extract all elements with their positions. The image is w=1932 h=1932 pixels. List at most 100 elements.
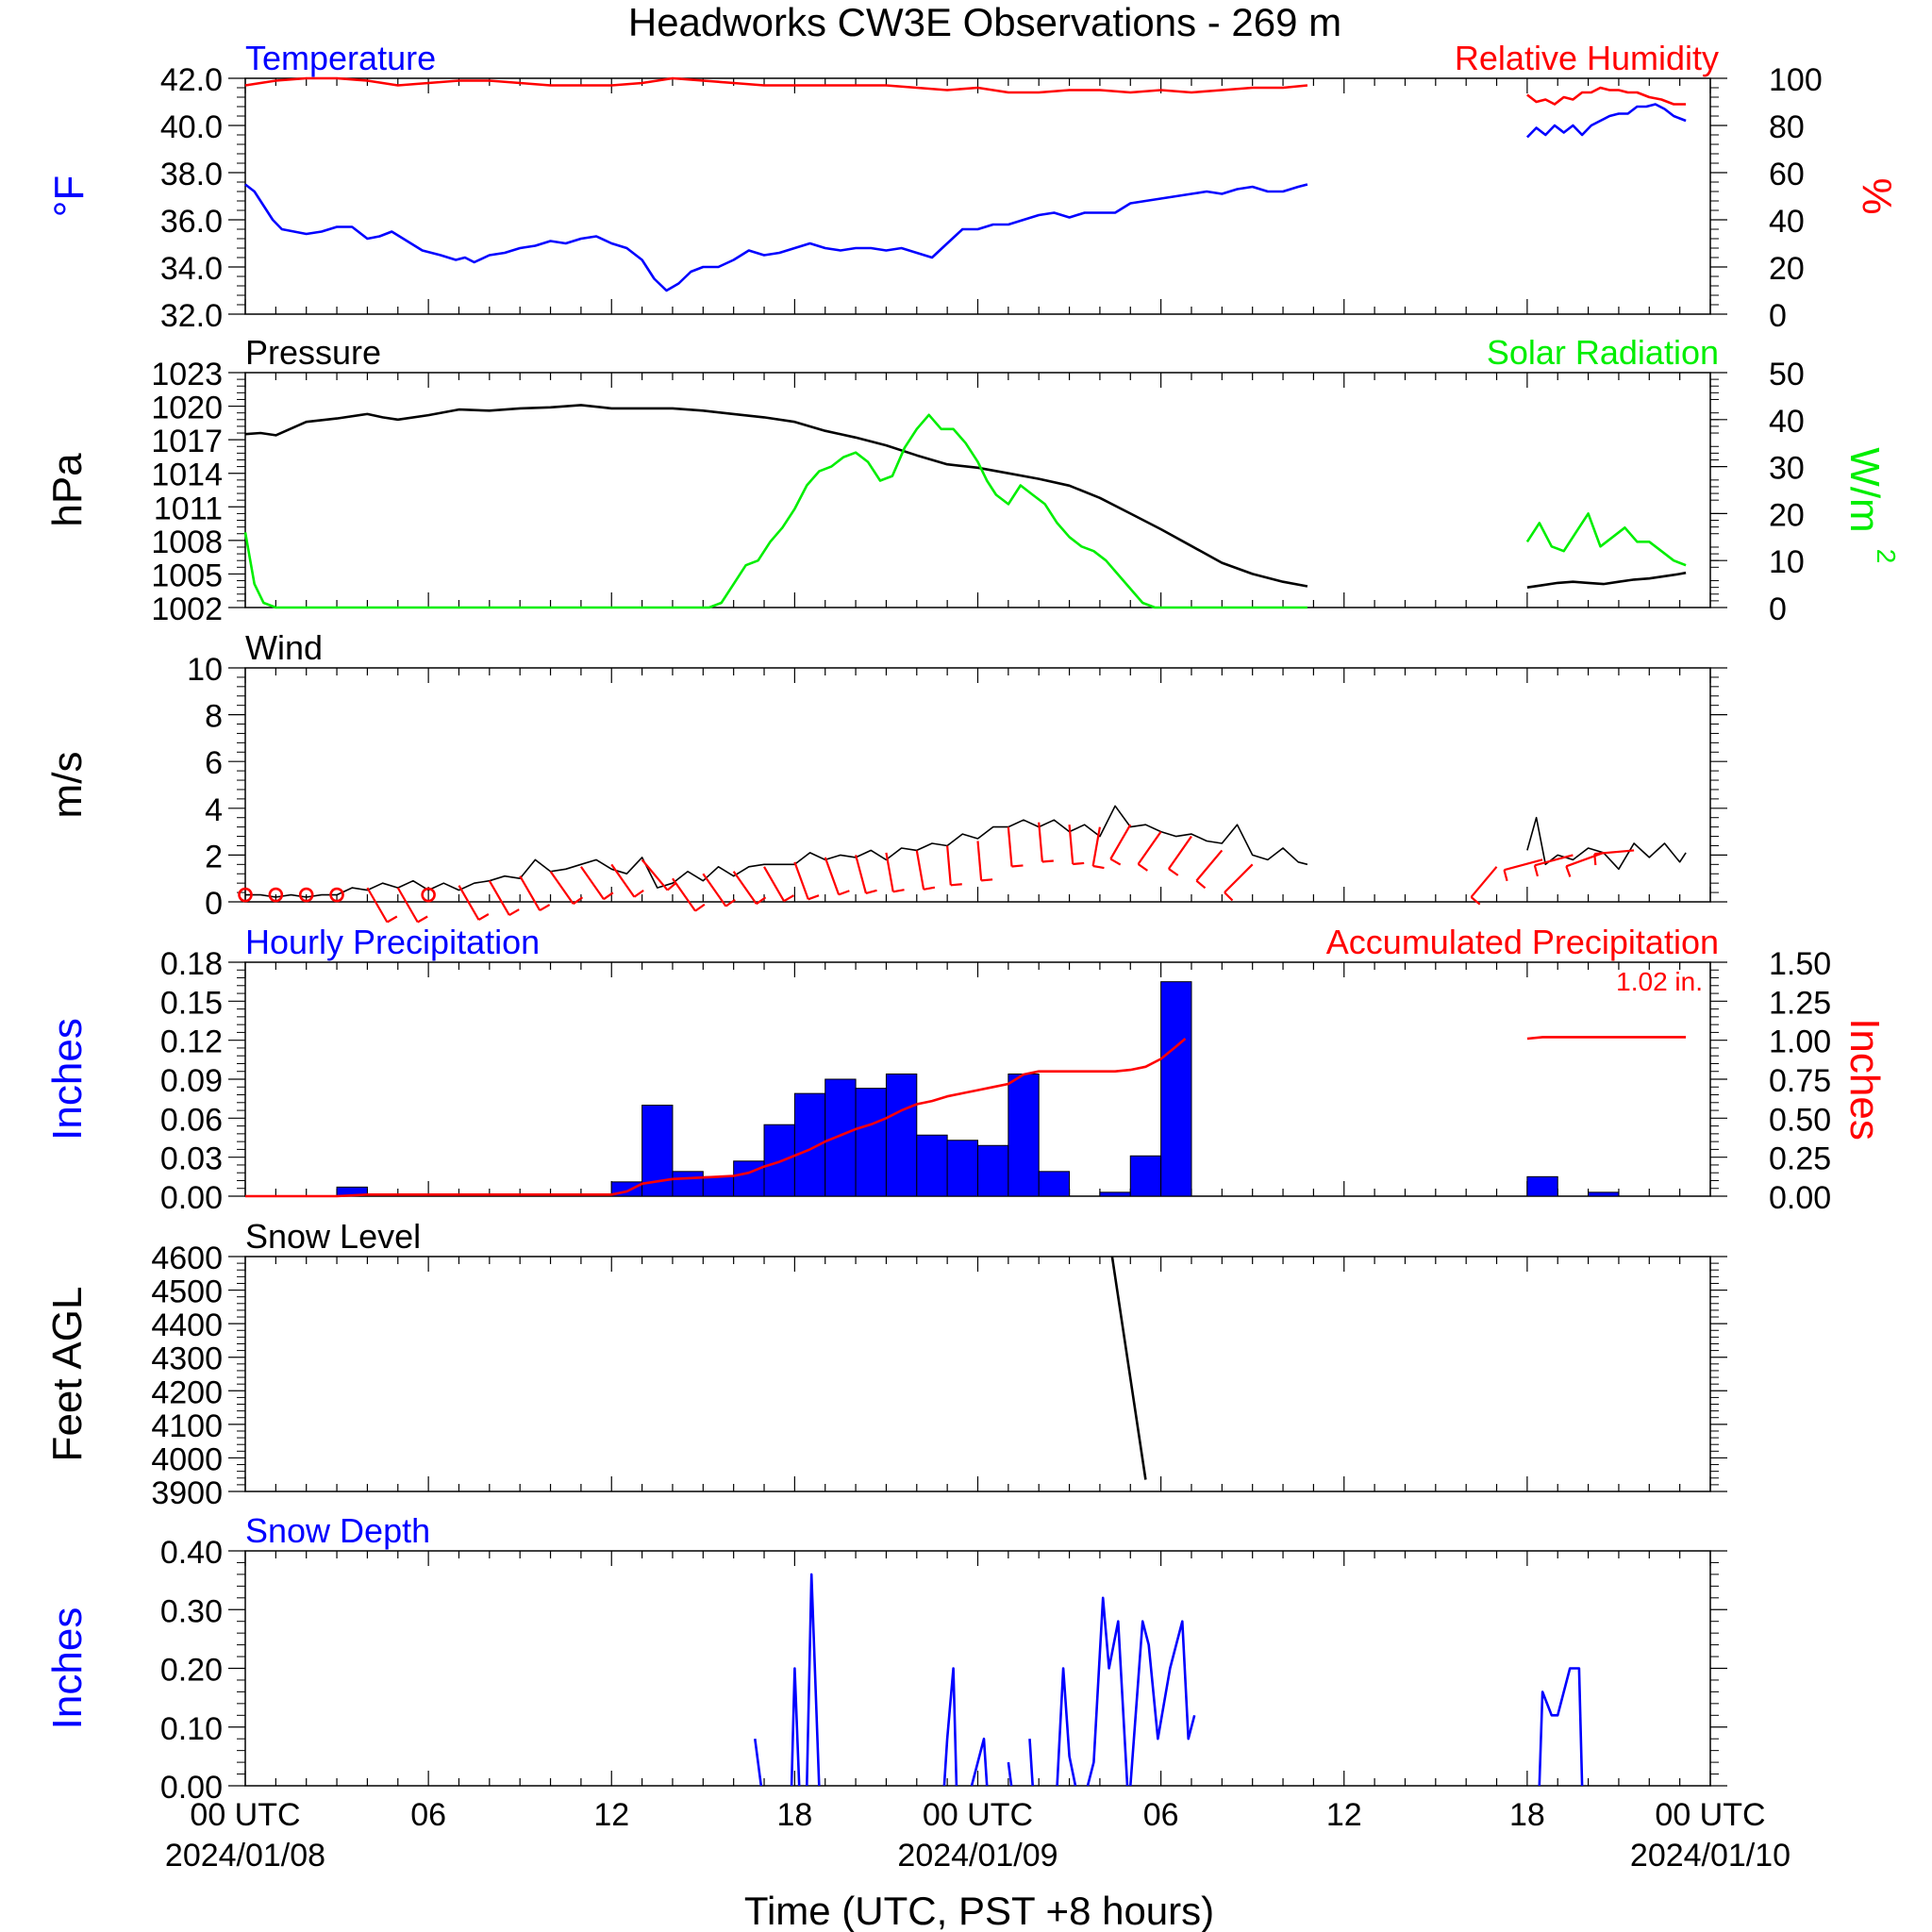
precip-bar bbox=[885, 1073, 918, 1197]
x-tick-label: 00 UTC bbox=[1655, 1797, 1765, 1833]
wind-barb bbox=[519, 875, 541, 911]
wind-barb-flag bbox=[923, 886, 936, 891]
y-tick-label: 0.09 bbox=[160, 1063, 223, 1099]
wind-barb-flag bbox=[808, 894, 820, 901]
precip-bar bbox=[1008, 1073, 1040, 1197]
y-tick-label: 40.0 bbox=[160, 109, 223, 145]
panel-title-left: Hourly Precipitation bbox=[245, 923, 540, 961]
y-axis-label-left: Feet AGL bbox=[44, 1287, 91, 1462]
series-line-snow-depth bbox=[754, 1739, 763, 1787]
precip-bar bbox=[1526, 1175, 1558, 1197]
wind-barb-flag bbox=[950, 883, 962, 887]
wind-barb bbox=[1195, 849, 1224, 882]
y-tick-label: 0.40 bbox=[160, 1535, 223, 1571]
y-axis-label-left: °F bbox=[46, 175, 92, 217]
y-tick-label: 36.0 bbox=[160, 204, 223, 240]
x-tick-label: 18 bbox=[776, 1797, 812, 1833]
panel-snow_depth: 0.00 0.10 0.20 0.30 0.40 Snow Depth Inches bbox=[44, 1511, 1727, 1806]
x-tick-label: 00 UTC bbox=[923, 1797, 1033, 1833]
precip-bar bbox=[977, 1144, 1009, 1197]
y-tick-label: 1005 bbox=[151, 558, 223, 593]
y-tick-label: 4400 bbox=[151, 1307, 223, 1343]
x-tick-date: 2024/01/08 bbox=[165, 1838, 325, 1874]
wind-barb bbox=[732, 871, 758, 905]
wind-calm-marker bbox=[238, 887, 253, 903]
wind-calm-marker bbox=[298, 887, 314, 903]
precip-bar bbox=[733, 1160, 765, 1197]
wind-barb-flag bbox=[1195, 879, 1207, 890]
wind-barb bbox=[610, 863, 636, 898]
wind-barb bbox=[855, 855, 868, 894]
panel-wind: 0 2 4 6 8 10 Wind m/s bbox=[44, 628, 1727, 924]
panel-frame bbox=[244, 667, 1711, 903]
y-tick-label-right: 30 bbox=[1769, 451, 1805, 487]
wind-barb bbox=[1565, 851, 1605, 868]
wind-barb-flag bbox=[1041, 859, 1054, 863]
wind-barb-flag bbox=[1092, 864, 1105, 870]
y-tick-label: 2 bbox=[205, 839, 223, 874]
wind-barb bbox=[1470, 866, 1498, 898]
wind-barb bbox=[946, 845, 952, 886]
series-line-pressure bbox=[244, 404, 1308, 588]
wind-barb-flag bbox=[783, 894, 794, 903]
wind-barb-flag bbox=[1109, 858, 1122, 866]
precip-bar bbox=[763, 1124, 795, 1197]
wind-barb bbox=[1167, 835, 1192, 870]
precip-bar bbox=[1099, 1191, 1131, 1197]
wind-barb-flag bbox=[539, 904, 551, 912]
wind-barb bbox=[1038, 822, 1043, 862]
series-line-temperature bbox=[244, 183, 1308, 292]
x-tick-date: 2024/01/10 bbox=[1630, 1838, 1790, 1874]
series-line-snow-depth bbox=[806, 1573, 821, 1787]
panel-title-right: Accumulated Precipitation bbox=[1326, 923, 1719, 961]
y-tick-label-right: 10 bbox=[1769, 544, 1805, 580]
accumulated-total-annotation: 1.02 in. bbox=[1616, 967, 1703, 996]
series-line-snow-depth bbox=[970, 1737, 989, 1787]
y-tick-label: 0.06 bbox=[160, 1102, 223, 1138]
wind-barb-flag bbox=[981, 878, 993, 882]
series-line-snow-depth bbox=[1028, 1739, 1034, 1787]
wind-barb-flag bbox=[573, 896, 584, 906]
series-line-accumulated-precipitation bbox=[245, 1038, 1187, 1198]
panel-title-left: Snow Level bbox=[245, 1217, 421, 1256]
wind-barb bbox=[763, 866, 785, 902]
y-tick-label-right: 0.50 bbox=[1769, 1102, 1831, 1138]
y-tick-label: 6 bbox=[205, 745, 223, 781]
y-tick-label: 8 bbox=[205, 699, 223, 735]
wind-barb-flag bbox=[1470, 896, 1481, 906]
precip-bar bbox=[1129, 1155, 1162, 1197]
y-tick-label: 4600 bbox=[151, 1241, 223, 1276]
series-line-relative-humidity bbox=[1526, 86, 1687, 106]
series-line-wind bbox=[245, 805, 1308, 898]
x-tick-label: 00 UTC bbox=[190, 1797, 300, 1833]
series-line-snow-level bbox=[1110, 1256, 1147, 1480]
y-tick-label-right: 1.00 bbox=[1769, 1024, 1831, 1060]
wind-barb-flag bbox=[417, 915, 428, 924]
wind-barb bbox=[885, 852, 894, 892]
y-tick-label: 1002 bbox=[151, 591, 223, 627]
panel-title-right: Solar Radiation bbox=[1487, 333, 1719, 372]
y-tick-label: 4300 bbox=[151, 1341, 223, 1377]
wind-barb-flag bbox=[838, 890, 850, 896]
y-tick-label-right: 1.50 bbox=[1769, 946, 1831, 982]
series-line-accumulated-precipitation bbox=[1526, 1036, 1687, 1041]
y-tick-label: 0.20 bbox=[160, 1653, 223, 1689]
wind-barb bbox=[1091, 826, 1101, 867]
y-tick-label: 0.15 bbox=[160, 985, 223, 1021]
wind-barb-flag bbox=[1011, 864, 1024, 868]
x-axis-ticks: 00 UTC 2024/01/08 06 12 18 00 UTC 2024/01/09 06… bbox=[165, 1797, 1790, 1874]
x-tick-date: 2024/01/09 bbox=[897, 1838, 1058, 1874]
panel-title-left: Pressure bbox=[245, 333, 381, 372]
wind-barb bbox=[915, 850, 925, 890]
y-tick-label: 0.18 bbox=[160, 946, 223, 982]
y-tick-label-right: 20 bbox=[1769, 497, 1805, 533]
y-tick-label: 0.00 bbox=[160, 1770, 223, 1806]
y-tick-label: 1008 bbox=[151, 525, 223, 560]
y-tick-label: 4 bbox=[205, 792, 223, 828]
y-tick-label-right: 0 bbox=[1769, 591, 1787, 627]
series-line-pressure bbox=[1526, 571, 1687, 589]
series-line-snow-depth bbox=[1086, 1596, 1129, 1787]
y-tick-label-right: 100 bbox=[1769, 62, 1823, 98]
wind-barb bbox=[1007, 826, 1013, 867]
wind-barb bbox=[641, 858, 669, 891]
